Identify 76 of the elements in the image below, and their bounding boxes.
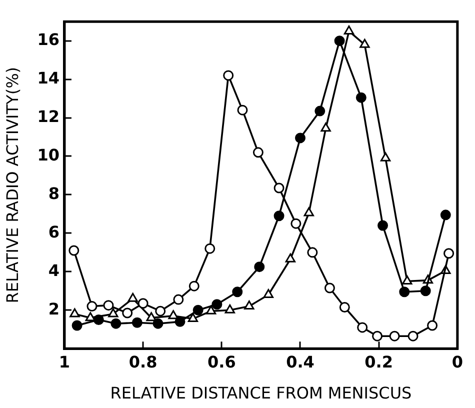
point [86,301,98,312]
point [324,282,335,294]
point [155,306,166,316]
point [263,288,274,298]
point [307,247,318,258]
point [68,245,80,256]
point [304,207,314,216]
x-tick-label: 1 [58,352,70,372]
point [138,298,148,309]
point [402,276,412,285]
point [444,248,454,259]
y-tick-label: 2 [48,299,60,318]
point [357,322,368,333]
y-tick-label: 4 [48,260,60,280]
point [188,313,198,322]
point [389,330,400,342]
point [128,292,138,302]
point [173,294,184,305]
y-axis-title: RELATIVE RADIO ACTIVITY(%) [2,67,22,304]
point [174,316,186,327]
point [103,300,114,311]
point [108,308,118,318]
point [356,92,366,103]
point [344,25,354,34]
point [339,302,350,312]
point [372,330,383,342]
point [72,320,82,331]
point [320,122,331,132]
point [223,70,234,81]
point [232,286,243,298]
point [420,286,431,296]
point [254,262,265,272]
y-tick-label: 8 [48,184,60,203]
x-tick-label: 0.4 [286,352,314,372]
point [408,330,418,342]
y-tick-label: 12 [37,106,60,126]
x-tick-label: 0 [452,352,464,372]
point [132,317,142,328]
point [204,243,216,254]
x-tick-label: 0.2 [364,352,394,372]
point [290,218,302,229]
x-axis-title: RELATIVE DISTANCE FROM MENISCUS [110,384,412,403]
point [360,38,370,48]
x-tick-label: 0.8 [128,352,158,372]
point [252,147,264,158]
point [192,304,204,316]
point [85,312,96,322]
point [237,104,248,116]
point [399,286,410,298]
point [274,182,284,194]
point [314,106,326,116]
point [70,308,80,318]
point [274,210,284,222]
point [285,253,296,262]
point [168,310,178,320]
point [244,300,254,310]
y-tick-label: 6 [48,222,60,242]
point [378,220,388,231]
point [440,210,451,220]
y-tick-label: 14 [37,68,60,88]
point [188,280,200,292]
point [212,299,222,310]
y-tick-label: 16 [37,30,60,49]
point [146,312,156,322]
point [294,132,306,144]
point [380,152,391,162]
point [110,318,122,329]
point [224,304,235,314]
point [152,318,164,329]
point [206,305,216,314]
point [427,320,438,331]
point [93,314,104,325]
y-tick-label: 10 [37,145,60,164]
point [122,308,133,318]
x-tick-label: 0.6 [207,352,236,372]
point [334,36,345,46]
